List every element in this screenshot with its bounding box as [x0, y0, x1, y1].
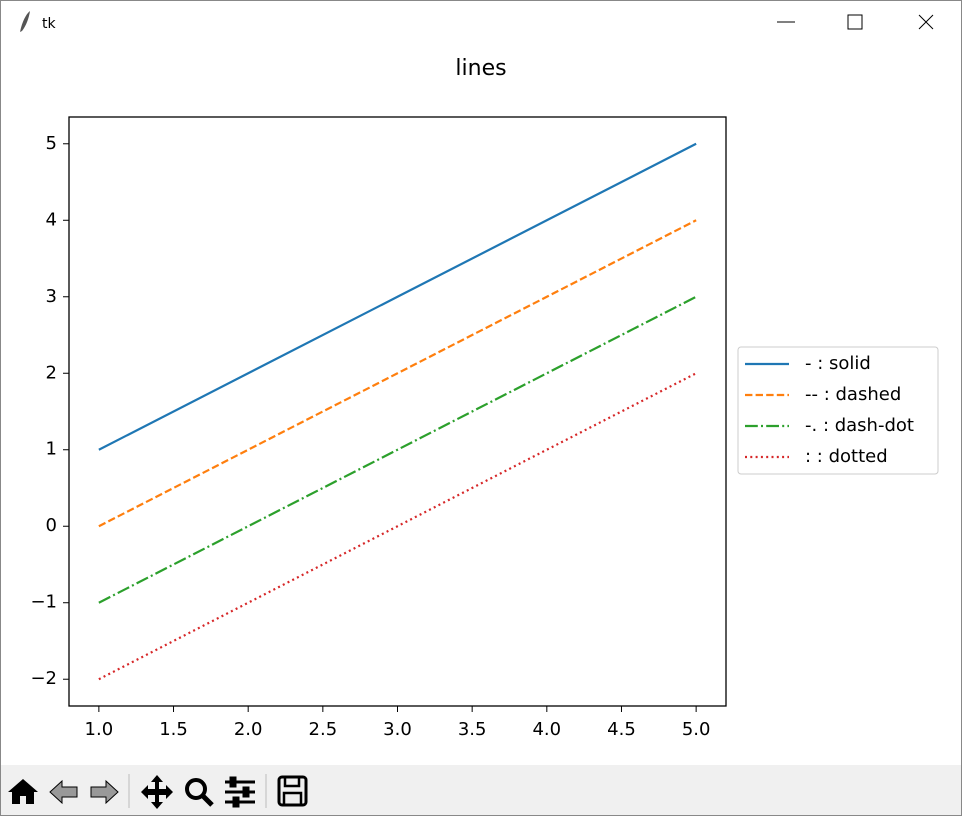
x-tick-label: 3.0 [383, 719, 412, 740]
legend-label: -. : dash-dot [805, 415, 914, 436]
line [98, 295, 697, 604]
x-tick-label: 4.5 [607, 719, 636, 740]
zoom-button[interactable] [185, 778, 214, 807]
app-icon [20, 11, 30, 32]
forward-button[interactable] [90, 779, 119, 805]
y-tick-label: −2 [30, 668, 57, 689]
y-tick-label: 3 [46, 286, 57, 307]
x-tick-label: 3.5 [458, 719, 487, 740]
x-tick-label: 1.0 [85, 719, 114, 740]
save-button[interactable] [277, 775, 308, 807]
y-tick-label: 5 [46, 133, 57, 154]
back-button[interactable] [49, 779, 78, 805]
close-button[interactable] [918, 14, 934, 30]
legend-label: -- : dashed [805, 384, 901, 405]
x-tick-label: 2.5 [309, 719, 338, 740]
y-tick-label: 0 [46, 515, 57, 536]
plot-frame [68, 116, 727, 707]
line [98, 219, 697, 528]
y-tick-label: 1 [46, 439, 57, 460]
chart-title: lines [455, 56, 506, 81]
line [98, 142, 697, 451]
x-tick-label: 1.5 [159, 719, 188, 740]
y-tick-label: −1 [30, 592, 57, 613]
window-title: tk [42, 16, 56, 32]
legend-label: : : dotted [805, 446, 888, 467]
configure-button[interactable] [225, 776, 255, 808]
x-tick-label: 4.0 [532, 719, 561, 740]
legend-label: - : solid [805, 353, 871, 374]
home-button[interactable] [8, 779, 38, 804]
maximize-button[interactable] [847, 14, 863, 30]
y-tick-label: 2 [46, 362, 57, 383]
toolbar [1, 765, 961, 815]
x-tick-label: 2.0 [234, 719, 263, 740]
legend-box [737, 346, 939, 475]
line [98, 372, 697, 681]
y-tick-label: 4 [46, 209, 57, 230]
x-tick-label: 5.0 [682, 719, 711, 740]
title-bar: tk [20, 11, 934, 32]
pan-button[interactable] [141, 775, 173, 809]
